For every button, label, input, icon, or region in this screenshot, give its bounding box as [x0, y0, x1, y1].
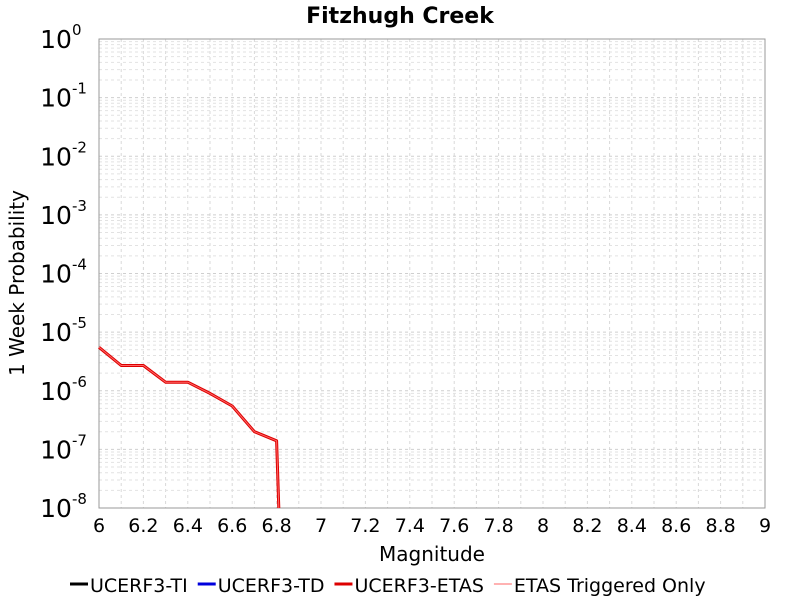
svg-text:-6: -6 — [72, 373, 87, 391]
svg-text:10: 10 — [40, 494, 72, 523]
y-tick-label: 10 -7 — [40, 431, 87, 464]
x-tick-label: 7.4 — [395, 515, 425, 537]
x-tick-label: 7.6 — [439, 515, 469, 537]
series-lines — [98, 346, 281, 509]
x-tick-labels: 6 6.2 6.4 6.6 6.8 7 7.2 7.4 7.6 7.8 8 8.2 8.4 8.6 8.8 9 — [93, 515, 771, 537]
legend-label: UCERF3-TD — [218, 575, 325, 597]
x-tick-label: 7.8 — [483, 515, 513, 537]
svg-text:10: 10 — [40, 142, 72, 171]
legend-label: ETAS Triggered Only — [514, 575, 706, 597]
legend-label: UCERF3-ETAS — [354, 575, 483, 597]
plot-area — [98, 38, 766, 509]
chart-title: Fitzhugh Creek — [306, 4, 495, 29]
svg-text:-1: -1 — [72, 80, 87, 98]
x-tick-label: 6.4 — [173, 515, 203, 537]
svg-text:10: 10 — [40, 25, 72, 54]
x-tick-label: 7.2 — [350, 515, 380, 537]
svg-text:10: 10 — [40, 318, 72, 347]
x-tick-label: 8.4 — [617, 515, 647, 537]
svg-text:-2: -2 — [72, 138, 87, 156]
x-tick-label: 7 — [315, 515, 327, 537]
y-tick-label: 10 -5 — [40, 314, 87, 347]
x-tick-label: 9 — [759, 515, 771, 537]
y-tick-label: 10 0 — [40, 21, 81, 54]
y-tick-label: 10 -6 — [40, 373, 87, 406]
x-tick-label: 8.2 — [572, 515, 602, 537]
x-tick-label: 6.8 — [261, 515, 291, 537]
y-tick-label: 10 -8 — [40, 490, 87, 523]
x-axis-label: Magnitude — [379, 542, 485, 566]
legend-item-ucerf3-td: UCERF3-TD — [197, 575, 325, 597]
y-tick-label: 10 -4 — [40, 256, 87, 289]
legend: UCERF3-TI UCERF3-TD UCERF3-ETAS ETAS Trigge… — [70, 575, 706, 597]
svg-text:-3: -3 — [72, 197, 87, 215]
svg-text:10: 10 — [40, 201, 72, 230]
legend-label: UCERF3-TI — [90, 575, 188, 597]
y-tick-label: 10 -2 — [40, 138, 87, 171]
y-tick-label: 10 -1 — [40, 80, 87, 113]
x-tick-label: 6.6 — [217, 515, 247, 537]
legend-item-ucerf3-etas: UCERF3-ETAS — [334, 575, 484, 597]
svg-text:-5: -5 — [72, 314, 87, 332]
svg-text:-7: -7 — [72, 431, 87, 449]
svg-text:0: 0 — [72, 21, 82, 39]
series-line-ucerf3-etas — [98, 346, 281, 509]
y-axis-label: 1 Week Probability — [5, 190, 29, 376]
grid — [98, 39, 766, 509]
svg-text:10: 10 — [40, 260, 72, 289]
y-tick-label: 10 -3 — [40, 197, 87, 230]
series-line-etas-triggered-only — [98, 346, 280, 509]
svg-text:-8: -8 — [72, 490, 87, 508]
svg-text:10: 10 — [40, 377, 72, 406]
x-tick-label: 6.2 — [128, 515, 158, 537]
svg-text:10: 10 — [40, 84, 72, 113]
x-tick-label: 8.8 — [705, 515, 735, 537]
svg-text:10: 10 — [40, 435, 72, 464]
legend-item-etas-triggered-only: ETAS Triggered Only — [493, 575, 706, 597]
x-tick-label: 6 — [93, 515, 105, 537]
x-tick-label: 8.6 — [661, 515, 691, 537]
x-tick-label: 8 — [537, 515, 549, 537]
svg-text:-4: -4 — [72, 256, 87, 274]
legend-item-ucerf3-ti: UCERF3-TI — [70, 575, 188, 597]
